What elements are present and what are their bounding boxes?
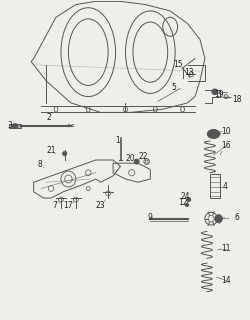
Polygon shape [9,124,21,128]
Text: 4: 4 [222,182,226,191]
Text: 15: 15 [172,60,182,69]
Ellipse shape [214,215,222,223]
Text: 16: 16 [220,141,230,150]
Text: 10: 10 [220,127,230,136]
Ellipse shape [12,124,18,128]
Text: 14: 14 [220,276,230,285]
Text: 19: 19 [214,91,223,100]
Text: 8: 8 [37,160,42,169]
Text: 5: 5 [171,83,176,92]
Text: 9: 9 [147,212,152,222]
Ellipse shape [206,130,219,139]
Text: 3: 3 [8,121,12,130]
Text: 21: 21 [46,146,56,155]
Text: 7: 7 [52,202,57,211]
Text: 20: 20 [125,154,135,163]
Text: 12: 12 [177,198,186,207]
Ellipse shape [134,159,138,164]
Ellipse shape [186,198,190,202]
Text: 11: 11 [220,244,230,253]
Bar [209,174,219,198]
Text: 2: 2 [46,113,51,122]
Text: 17: 17 [63,202,73,211]
Text: 1: 1 [115,136,120,146]
Text: 23: 23 [96,201,105,210]
Text: 6: 6 [234,213,239,222]
Text: 18: 18 [232,95,241,104]
Text: 13: 13 [183,68,193,77]
Text: 22: 22 [138,152,147,161]
Ellipse shape [184,204,188,207]
Ellipse shape [211,89,217,95]
Ellipse shape [62,151,67,156]
Text: 24: 24 [180,192,189,201]
